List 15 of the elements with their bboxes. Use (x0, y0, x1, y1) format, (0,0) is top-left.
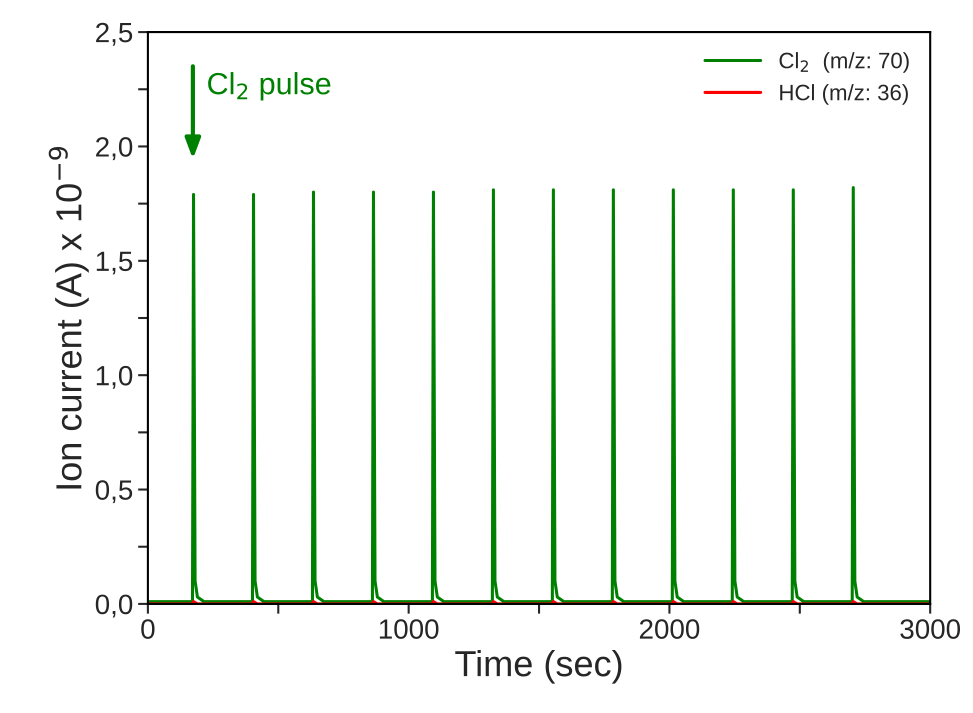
y-tick-label: 1,5 (96, 252, 132, 274)
y-axis-title: Ion current (A) x 10$^{−9}$ (48, 146, 89, 489)
annotation: Cl$_{2}$ pulse (208, 72, 330, 101)
x-axis-title: Time (sec) (455, 650, 622, 684)
legend-label: HCl (m/z: 36) (780, 84, 908, 105)
y-tick-label: 0,0 (96, 594, 132, 618)
y-tick-label: 2,5 (96, 22, 132, 46)
x-tick-label: 0 (141, 619, 155, 639)
y-tick-label: 0,5 (96, 480, 132, 504)
y-tick-label: 2,0 (96, 137, 132, 160)
x-tick-label: 3000 (900, 619, 960, 639)
legend-label: Cl$_{2}$ (m/z: 70) (780, 52, 909, 73)
y-tick-label: 1,0 (96, 366, 132, 389)
x-tick-label: 2000 (640, 619, 700, 639)
x-tick-label: 1000 (380, 619, 438, 639)
